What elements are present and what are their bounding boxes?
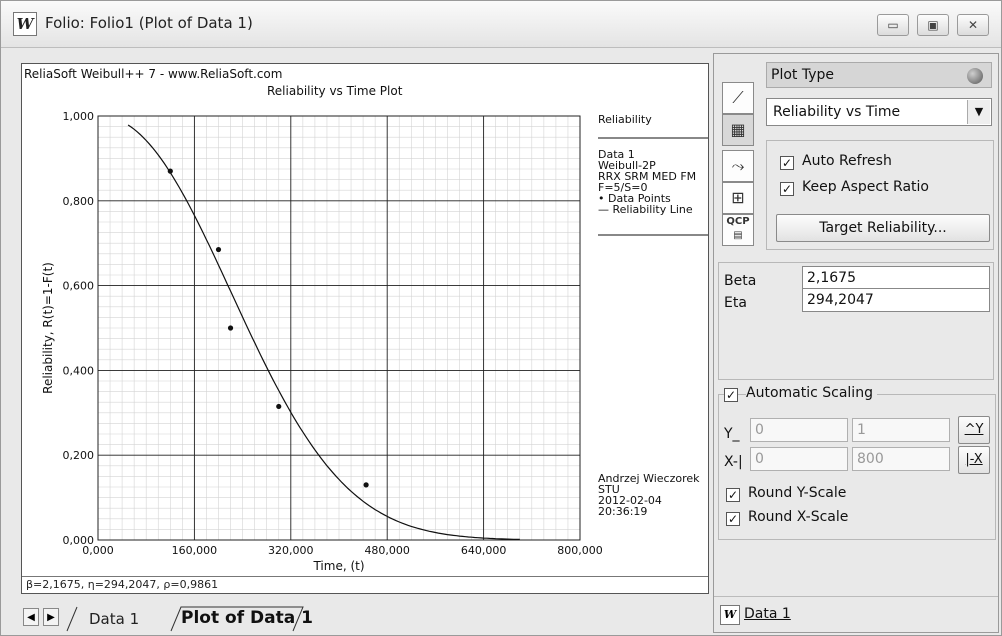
grid-tool-icon[interactable]: ▦ [722,114,754,146]
target-reliability-button[interactable]: Target Reliability... [776,214,990,242]
automatic-scaling-checkbox[interactable]: ✓ [724,388,738,402]
y-min-field[interactable]: 0 [750,418,848,442]
y-tick-label: 1,000 [63,110,95,123]
plot-header-credit: ReliaSoft Weibull++ 7 - www.ReliaSoft.co… [24,67,283,81]
legend-line: • Data Points [598,192,671,205]
minimize-icon: ▭ [887,18,899,32]
restore-button[interactable]: ▣ [917,14,949,36]
x-min-field[interactable]: 0 [750,447,848,471]
round-x-checkbox[interactable]: ✓ [726,512,740,526]
data-point [167,168,173,174]
options-group [766,140,994,250]
x-tick-label: 640,000 [461,544,507,557]
legend-line: — Reliability Line [598,203,693,216]
auto-refresh-checkbox[interactable]: ✓ [780,156,794,170]
x-scale-label: X-| [724,454,743,470]
line-tool-icon[interactable]: ⟋ [722,82,754,114]
beta-field[interactable]: 2,1675 [802,266,990,290]
qcp-icon[interactable]: QCP ▤ [722,214,754,246]
round-y-label: Round Y-Scale [748,485,847,501]
y-axis-label: Reliability, R(t)=1-F(t) [41,262,55,394]
legend-title: Reliability [598,113,652,126]
sheet-tabs: ◀ ▶ Data 1 Plot of Data 1 [21,605,709,633]
author-org: STU [598,483,620,496]
chevron-down-icon[interactable]: ▼ [967,100,990,124]
data-point [276,403,282,410]
tab-outline [66,606,304,632]
plot-frame [97,115,581,541]
plot-pane[interactable]: ReliaSoft Weibull++ 7 - www.ReliaSoft.co… [21,63,709,594]
y-tick-label: 0,800 [63,195,95,208]
legend-line: Data 1 [598,148,635,161]
auto-refresh-label: Auto Refresh [802,153,892,169]
restore-icon: ▣ [927,18,939,32]
data-point [215,246,222,253]
x-tick-label: 800,000 [557,544,603,557]
tab-prev-button[interactable]: ◀ [23,608,39,626]
y-tick-label: 0,000 [63,534,95,547]
eta-label: Eta [724,295,747,311]
data-point [227,325,234,331]
author-date: 2012-02-04 [598,494,662,507]
tab-next-button[interactable]: ▶ [43,608,59,626]
eta-field[interactable]: 294,2047 [802,288,990,312]
x-axis-label: Time, (t) [312,559,364,573]
keep-aspect-label: Keep Aspect Ratio [802,179,929,195]
plot-type-select[interactable]: Reliability vs Time ▼ [766,98,992,126]
plot-type-value: Reliability vs Time [773,104,901,120]
y-tick-label: 0,600 [63,280,95,293]
keep-aspect-checkbox[interactable]: ✓ [780,182,794,196]
y-scale-button[interactable]: ^Y [958,416,990,444]
title-bar: W Folio: Folio1 (Plot of Data 1) ▭ ▣ ✕ [1,1,1001,48]
y-max-field[interactable]: 1 [852,418,950,442]
beta-label: Beta [724,273,757,289]
plot-type-header: Plot Type [766,62,992,88]
close-button[interactable]: ✕ [957,14,989,36]
plot-control-panel: ⟋ ▦ ⤳ ⊞ QCP ▤ Plot Type Reliability vs Ti… [713,53,999,633]
x-max-field[interactable]: 800 [852,447,950,471]
weibull-app-icon: W [13,12,37,36]
x-tick-label: 0,000 [82,544,114,557]
curve-tool-icon[interactable]: ⤳ [722,150,754,182]
automatic-scaling-label: Automatic Scaling [746,385,877,401]
legend-line: Weibull-2P [598,159,656,172]
reliability-line [127,124,520,540]
author-time: 20:36:19 [598,505,648,518]
y-scale-label: Y_ [724,426,740,442]
y-tick-label: 0,400 [63,364,95,377]
x-tick-label: 320,000 [268,544,314,557]
round-x-label: Round X-Scale [748,509,849,525]
scale-tool-icon[interactable]: ⊞ [722,182,754,214]
x-tick-label: 480,000 [364,544,410,557]
legend-line: F=5/S=0 [598,181,648,194]
tab-plot-of-data-1[interactable]: Plot of Data 1 [181,608,313,628]
chart-title: Reliability vs Time Plot [267,84,403,98]
globe-icon[interactable] [967,68,983,84]
minimize-button[interactable]: ▭ [877,14,909,36]
data-sheet-icon: W [720,605,740,625]
reliability-chart: 0,000 160,000 320,000 480,000 640,000 800,000… [41,110,708,573]
window-title: Folio: Folio1 (Plot of Data 1) [45,14,253,32]
y-tick-label: 0,200 [63,449,95,462]
tab-data-1[interactable]: Data 1 [89,610,140,628]
parameters-group [718,262,994,380]
author-name: Andrzej Wieczorek [598,472,700,485]
round-y-checkbox[interactable]: ✓ [726,488,740,502]
data-point [363,482,369,488]
parameter-footer: β=2,1675, η=294,2047, ρ=0,9861 [22,576,708,593]
plot-type-label: Plot Type [771,67,834,83]
data-1-link[interactable]: Data 1 [744,606,791,622]
data-link-bar: W Data 1 [714,596,998,633]
x-scale-button[interactable]: |-X [958,446,990,474]
legend-line: RRX SRM MED FM [598,170,697,183]
close-icon: ✕ [967,18,979,32]
x-tick-label: 160,000 [172,544,218,557]
